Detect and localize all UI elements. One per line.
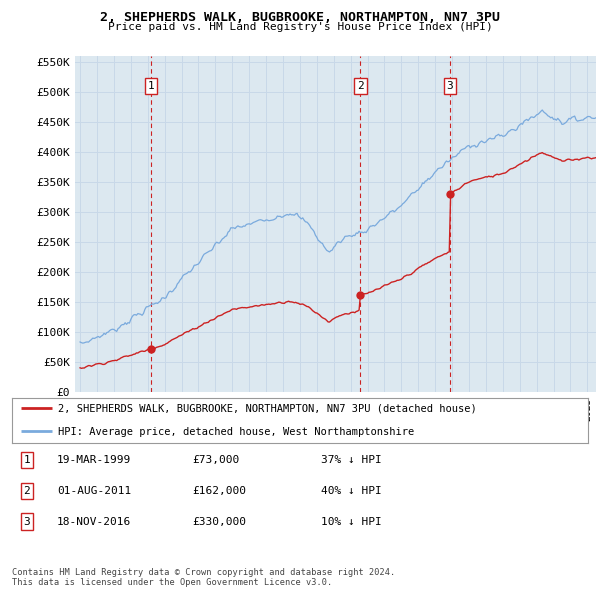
Text: 1: 1 [148,81,155,91]
Text: 2, SHEPHERDS WALK, BUGBROOKE, NORTHAMPTON, NN7 3PU: 2, SHEPHERDS WALK, BUGBROOKE, NORTHAMPTO… [100,11,500,24]
Text: 2, SHEPHERDS WALK, BUGBROOKE, NORTHAMPTON, NN7 3PU (detached house): 2, SHEPHERDS WALK, BUGBROOKE, NORTHAMPTO… [58,404,477,414]
Text: Price paid vs. HM Land Registry's House Price Index (HPI): Price paid vs. HM Land Registry's House … [107,22,493,32]
Text: 2: 2 [23,486,31,496]
Text: 1: 1 [23,455,31,465]
Text: Contains HM Land Registry data © Crown copyright and database right 2024.
This d: Contains HM Land Registry data © Crown c… [12,568,395,587]
Text: 19-MAR-1999: 19-MAR-1999 [57,455,131,465]
Text: 18-NOV-2016: 18-NOV-2016 [57,517,131,526]
Text: 3: 3 [23,517,31,526]
Text: 01-AUG-2011: 01-AUG-2011 [57,486,131,496]
Text: 2: 2 [357,81,364,91]
Text: £330,000: £330,000 [192,517,246,526]
Text: £73,000: £73,000 [192,455,239,465]
Text: 10% ↓ HPI: 10% ↓ HPI [321,517,382,526]
Text: 3: 3 [446,81,454,91]
Text: 37% ↓ HPI: 37% ↓ HPI [321,455,382,465]
Text: 40% ↓ HPI: 40% ↓ HPI [321,486,382,496]
Text: HPI: Average price, detached house, West Northamptonshire: HPI: Average price, detached house, West… [58,427,415,437]
Text: £162,000: £162,000 [192,486,246,496]
